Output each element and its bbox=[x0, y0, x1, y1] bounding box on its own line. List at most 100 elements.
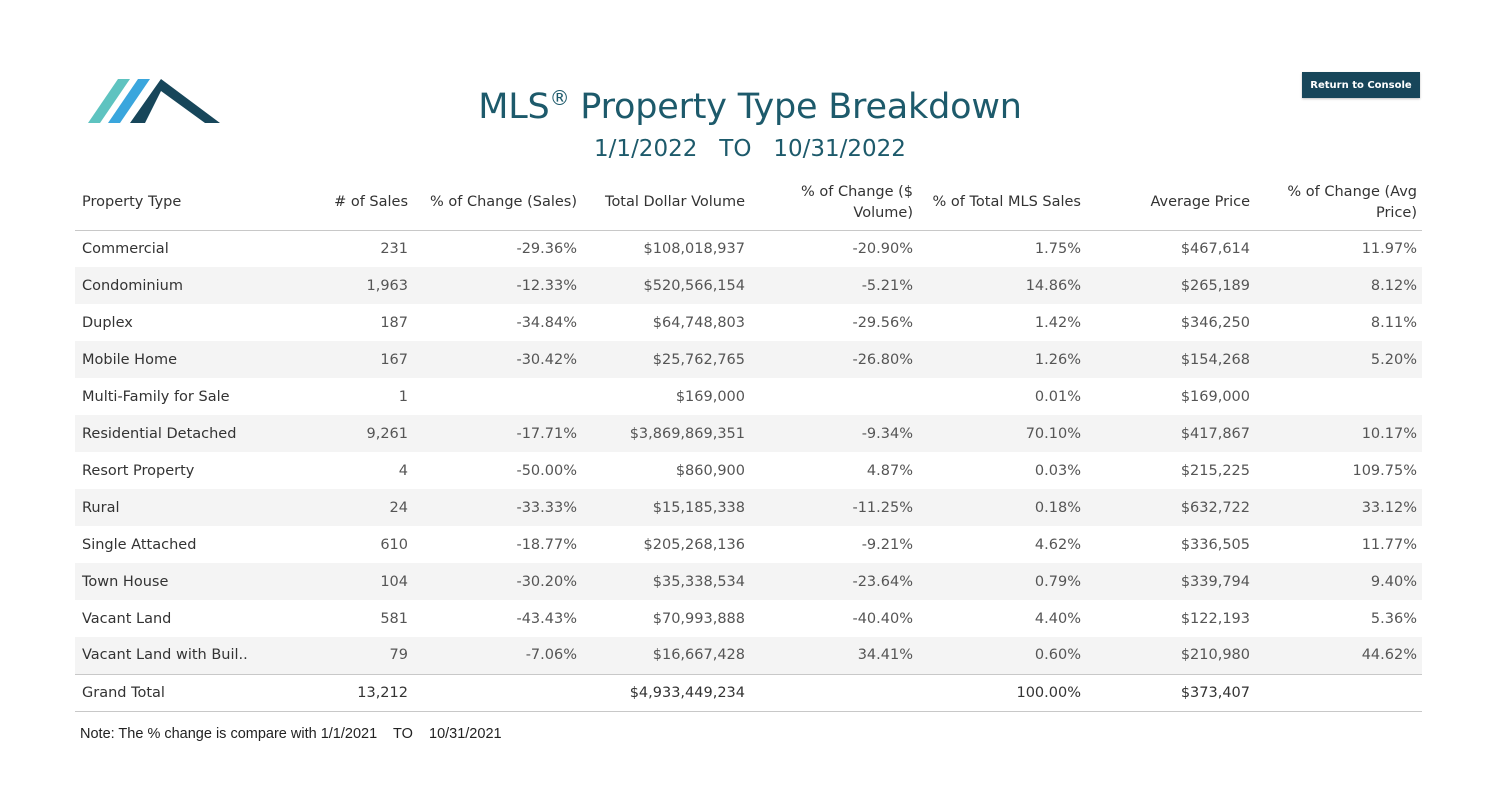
cell-sales-count: 79 bbox=[389, 647, 408, 664]
cell-total-share: 1.42% bbox=[1034, 314, 1081, 331]
cell-volume-change: -29.56% bbox=[852, 314, 913, 331]
total-sales-change bbox=[413, 674, 582, 711]
header-row: Property Type # of Sales % of Change (Sale… bbox=[75, 176, 1422, 230]
return-to-console-button[interactable]: Return to Console bbox=[1302, 72, 1420, 98]
column-header-sales-change[interactable]: % of Change (Sales) bbox=[429, 194, 577, 211]
cell-average-price: $632,722 bbox=[1180, 499, 1250, 516]
cell-volume-change: -26.80% bbox=[852, 351, 913, 368]
cell-price-change: 11.97% bbox=[1361, 240, 1417, 257]
cell-total-share: 0.79% bbox=[1034, 573, 1081, 590]
cell-average-price: $265,189 bbox=[1180, 277, 1250, 294]
cell-sales-change: -33.33% bbox=[516, 499, 577, 516]
table-row[interactable]: Commercial 231 -29.36% $108,018,937 -20.90% 1… bbox=[75, 230, 1422, 267]
cell-total-share: 0.60% bbox=[1034, 647, 1081, 664]
cell-price-change: 33.12% bbox=[1361, 499, 1417, 516]
cell-volume-change: 34.41% bbox=[857, 647, 913, 664]
cell-average-price: $122,193 bbox=[1180, 610, 1250, 627]
cell-price-change: 44.62% bbox=[1361, 647, 1417, 664]
cell-dollar-volume: $35,338,534 bbox=[652, 573, 745, 590]
cell-sales-count: 1 bbox=[398, 388, 408, 405]
cell-volume-change bbox=[750, 378, 918, 415]
cell-property-type: Town House bbox=[82, 573, 169, 590]
table-row[interactable]: Rural 24 -33.33% $15,185,338 -11.25% 0.18% $63… bbox=[75, 489, 1422, 526]
cell-price-change: 10.17% bbox=[1361, 425, 1417, 442]
cell-volume-change: 4.87% bbox=[866, 462, 913, 479]
table-row[interactable]: Condominium 1,963 -12.33% $520,566,154 -5.21… bbox=[75, 267, 1422, 304]
cell-price-change: 5.36% bbox=[1370, 610, 1417, 627]
table-row[interactable]: Duplex 187 -34.84% $64,748,803 -29.56% 1.42% $… bbox=[75, 304, 1422, 341]
cell-sales-change: -29.36% bbox=[516, 240, 577, 257]
column-header-dollar-volume[interactable]: Total Dollar Volume bbox=[605, 194, 745, 211]
cell-property-type: Multi-Family for Sale bbox=[82, 388, 230, 405]
cell-price-change: 11.77% bbox=[1361, 536, 1417, 553]
cell-dollar-volume: $16,667,428 bbox=[652, 647, 745, 664]
table-row[interactable]: Mobile Home 167 -30.42% $25,762,765 -26.80% 1… bbox=[75, 341, 1422, 378]
table-row[interactable]: Single Attached 610 -18.77% $205,268,136 -9.… bbox=[75, 526, 1422, 563]
cell-sales-change: -17.71% bbox=[516, 425, 577, 442]
cell-average-price: $467,614 bbox=[1180, 240, 1250, 257]
table-row[interactable]: Vacant Land with Buil.. 79 -7.06% $16,667,4… bbox=[75, 637, 1422, 674]
column-header-sales-count[interactable]: # of Sales bbox=[334, 194, 408, 211]
cell-sales-count: 104 bbox=[380, 573, 408, 590]
cell-sales-count: 187 bbox=[380, 314, 408, 331]
column-header-volume-change[interactable]: % of Change ($ Volume) bbox=[801, 183, 913, 221]
cell-volume-change: -40.40% bbox=[852, 610, 913, 627]
column-header-price-change[interactable]: % of Change (Avg Price) bbox=[1287, 183, 1417, 221]
total-sales-count: 13,212 bbox=[357, 684, 408, 701]
cell-sales-change: -12.33% bbox=[516, 277, 577, 294]
total-dollar-volume: $4,933,449,234 bbox=[629, 684, 745, 701]
table-row[interactable]: Vacant Land 581 -43.43% $70,993,888 -40.40% 4… bbox=[75, 600, 1422, 637]
cell-price-change: 109.75% bbox=[1352, 462, 1417, 479]
cell-sales-change: -50.00% bbox=[516, 462, 577, 479]
cell-sales-count: 167 bbox=[380, 351, 408, 368]
cell-sales-change: -43.43% bbox=[516, 610, 577, 627]
cell-average-price: $339,794 bbox=[1180, 573, 1250, 590]
column-header-total-share[interactable]: % of Total MLS Sales bbox=[932, 194, 1081, 211]
cell-sales-change: -18.77% bbox=[516, 536, 577, 553]
property-type-table: Property Type # of Sales % of Change (Sale… bbox=[75, 176, 1422, 712]
cell-sales-change: -30.42% bbox=[516, 351, 577, 368]
cell-average-price: $346,250 bbox=[1180, 314, 1250, 331]
cell-property-type: Residential Detached bbox=[82, 425, 237, 442]
cell-average-price: $154,268 bbox=[1180, 351, 1250, 368]
column-header-average-price[interactable]: Average Price bbox=[1150, 194, 1250, 211]
total-average-price: $373,407 bbox=[1180, 684, 1250, 701]
cell-dollar-volume: $15,185,338 bbox=[652, 499, 745, 516]
cell-volume-change: -20.90% bbox=[852, 240, 913, 257]
total-total-share: 100.00% bbox=[1016, 684, 1081, 701]
cell-average-price: $336,505 bbox=[1180, 536, 1250, 553]
cell-sales-count: 4 bbox=[398, 462, 408, 479]
table-row[interactable]: Resort Property 4 -50.00% $860,900 4.87% 0.03… bbox=[75, 452, 1422, 489]
cell-sales-change bbox=[413, 378, 582, 415]
cell-property-type: Commercial bbox=[82, 240, 169, 257]
cell-volume-change: -23.64% bbox=[852, 573, 913, 590]
total-price-change bbox=[1255, 674, 1422, 711]
cell-price-change: 9.40% bbox=[1370, 573, 1417, 590]
cell-average-price: $210,980 bbox=[1180, 647, 1250, 664]
cell-average-price: $215,225 bbox=[1180, 462, 1250, 479]
cell-sales-count: 231 bbox=[380, 240, 408, 257]
cell-price-change: 8.12% bbox=[1370, 277, 1417, 294]
cell-total-share: 14.86% bbox=[1025, 277, 1081, 294]
header: MLS® Property Type Breakdown 1/1/2022 TO… bbox=[0, 86, 1500, 164]
cell-sales-count: 581 bbox=[380, 610, 408, 627]
table-row[interactable]: Multi-Family for Sale 1 $169,000 0.01% $169,… bbox=[75, 378, 1422, 415]
cell-property-type: Condominium bbox=[82, 277, 183, 294]
cell-property-type: Rural bbox=[82, 499, 120, 516]
table-row[interactable]: Town House 104 -30.20% $35,338,534 -23.64% 0.… bbox=[75, 563, 1422, 600]
column-header-property-type[interactable]: Property Type bbox=[82, 194, 182, 211]
cell-sales-change: -34.84% bbox=[516, 314, 577, 331]
cell-sales-change: -7.06% bbox=[525, 647, 577, 664]
cell-total-share: 0.03% bbox=[1034, 462, 1081, 479]
cell-sales-count: 1,963 bbox=[366, 277, 408, 294]
cell-dollar-volume: $205,268,136 bbox=[643, 536, 745, 553]
cell-volume-change: -9.34% bbox=[861, 425, 913, 442]
date-range: 1/1/2022 TO 10/31/2022 bbox=[594, 136, 906, 162]
cell-total-share: 1.75% bbox=[1034, 240, 1081, 257]
cell-property-type: Duplex bbox=[82, 314, 133, 331]
cell-total-share: 0.01% bbox=[1034, 388, 1081, 405]
table-row[interactable]: Residential Detached 9,261 -17.71% $3,869,8… bbox=[75, 415, 1422, 452]
cell-dollar-volume: $70,993,888 bbox=[652, 610, 745, 627]
grand-total-row: Grand Total 13,212 $4,933,449,234 100.00% $3… bbox=[75, 674, 1422, 711]
cell-dollar-volume: $169,000 bbox=[675, 388, 745, 405]
